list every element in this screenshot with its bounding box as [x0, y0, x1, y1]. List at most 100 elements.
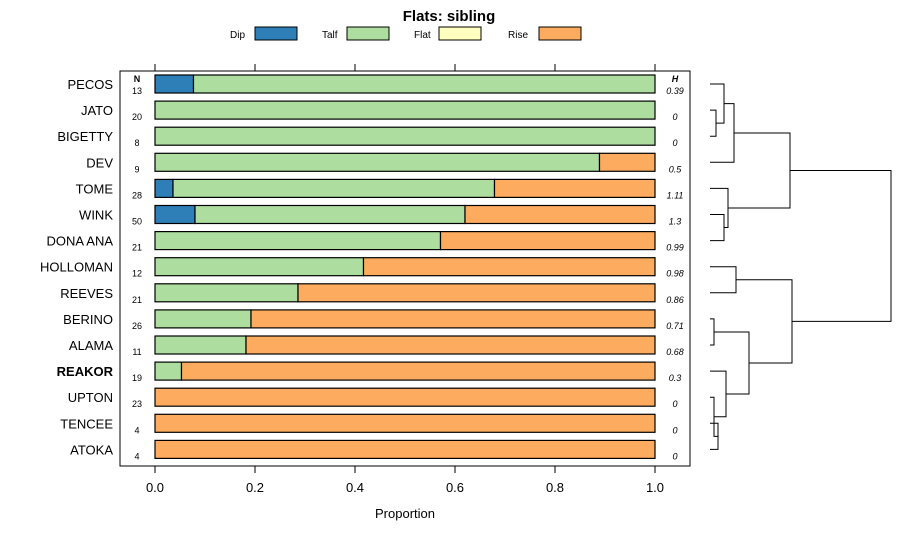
- bar-segment-rise: [180, 361, 656, 381]
- bar-segment-rise: [297, 283, 656, 303]
- bar-segment-talf: [154, 126, 656, 146]
- h-value: 0: [672, 425, 677, 435]
- n-value: 19: [132, 373, 142, 383]
- dendrogram-branch: [714, 331, 750, 395]
- h-value: 0: [672, 138, 677, 148]
- plot-panel: [119, 70, 691, 467]
- bar-row: PECOS 13 0.39: [67, 74, 684, 96]
- bar-row: REAKOR 19 0.3: [57, 361, 682, 383]
- legend-label: Flat: [414, 30, 431, 41]
- x-tick-label: 0.4: [346, 480, 364, 495]
- dendrogram-branch: [710, 318, 715, 346]
- bar-segment-talf: [172, 178, 496, 198]
- bar-row: DEV 9 0.5: [86, 152, 683, 174]
- n-value: 21: [132, 243, 142, 253]
- legend-label: Dip: [230, 30, 245, 41]
- bar-row: ALAMA 11 0.68: [69, 335, 684, 357]
- bar-segment-rise: [362, 257, 656, 277]
- x-axis-label: Proportion: [375, 506, 435, 521]
- category-label: DEV: [86, 155, 113, 170]
- h-value: 0.86: [666, 295, 684, 305]
- bar-segment-talf: [154, 309, 252, 329]
- dendrogram-branch: [710, 109, 717, 137]
- category-label: TENCEE: [60, 416, 113, 431]
- n-value: 26: [132, 321, 142, 331]
- category-label: WINK: [79, 208, 113, 223]
- bar-segment-talf: [154, 335, 247, 355]
- h-value: 0.5: [669, 164, 683, 174]
- n-value: 8: [134, 138, 139, 148]
- bar-segment-talf: [154, 361, 183, 381]
- category-label: ATOKA: [70, 442, 113, 457]
- h-value: 0: [672, 451, 677, 461]
- n-column-header: N: [134, 74, 141, 84]
- bar-segment-rise: [439, 231, 656, 251]
- n-value: 13: [132, 86, 142, 96]
- bar-segment-rise: [154, 413, 656, 433]
- bar-segment-rise: [464, 204, 656, 225]
- n-value: 11: [132, 347, 141, 357]
- dendrogram-branch: [710, 266, 737, 294]
- n-value: 9: [134, 164, 139, 174]
- bar-segment-talf: [192, 74, 656, 94]
- bar-row: BERINO 26 0.71: [63, 309, 684, 331]
- n-value: 50: [132, 217, 142, 227]
- category-label: PECOS: [67, 77, 113, 92]
- n-value: 20: [132, 112, 142, 122]
- n-value: 12: [132, 269, 142, 279]
- category-label: BIGETTY: [57, 129, 113, 144]
- bar-segment-rise: [250, 309, 656, 329]
- h-value: 0.39: [666, 86, 684, 96]
- h-column-header: H: [672, 74, 679, 84]
- dendrogram-branch: [710, 187, 729, 229]
- n-value: 4: [134, 451, 139, 461]
- bar-row: JATO 20 0: [81, 100, 678, 122]
- n-value: 4: [134, 425, 139, 435]
- legend-swatch: [254, 26, 298, 41]
- bar-segment-talf: [154, 257, 365, 277]
- bar-segment-talf: [154, 152, 601, 172]
- x-tick-label: 1.0: [646, 480, 664, 495]
- bar-segment-rise: [154, 439, 656, 459]
- x-tick-label: 0.0: [146, 480, 164, 495]
- bar-row: TOME 28 1.11: [76, 178, 683, 200]
- bar-row: DONA ANA 21 0.99: [47, 231, 684, 253]
- chart-title: Flats: sibling: [403, 8, 496, 25]
- top-axis-ticks: [154, 64, 656, 71]
- h-value: 0: [672, 399, 677, 409]
- bar-segment-rise: [493, 178, 656, 198]
- bar-segment-rise: [154, 387, 656, 407]
- category-label: REAKOR: [57, 364, 114, 379]
- category-label: JATO: [81, 103, 113, 118]
- legend: Dip Talf Flat Rise: [230, 26, 582, 41]
- h-value: 0.3: [669, 373, 682, 383]
- bar-row: UPTON 23 0: [68, 387, 678, 409]
- category-label: HOLLOMAN: [40, 260, 113, 275]
- bar-segment-talf: [194, 204, 466, 225]
- dendrogram-branch: [710, 214, 725, 242]
- bar-row: TENCEE 4 0: [60, 413, 678, 435]
- bar-row: BIGETTY 8 0: [57, 126, 678, 148]
- bar-segment-talf: [154, 100, 656, 120]
- x-axis: 0.0 0.2 0.4 0.6 0.8 1.0: [146, 466, 664, 495]
- bar-row: REEVES 21 0.86: [60, 283, 684, 305]
- bar-rows: PECOS 13 0.39 JATO 20 0 BIGETTY 8 0 DEV 9 0.5 TOME 28…: [40, 74, 684, 461]
- bar-segment-rise: [245, 335, 656, 355]
- h-value: 0.98: [666, 269, 684, 279]
- bar-segment-dip: [154, 178, 174, 198]
- category-label: TOME: [76, 181, 114, 196]
- legend-swatch: [538, 26, 582, 41]
- h-value: 0: [672, 112, 677, 122]
- bar-segment-talf: [154, 231, 442, 251]
- bar-segment-dip: [154, 74, 195, 94]
- legend-swatch: [346, 26, 390, 41]
- legend-label: Rise: [508, 30, 528, 41]
- category-label: ALAMA: [69, 338, 113, 353]
- x-tick-label: 0.8: [546, 480, 564, 495]
- legend-label: Talf: [322, 30, 338, 41]
- h-value: 0.68: [666, 347, 684, 357]
- n-value: 23: [132, 399, 142, 409]
- n-value: 28: [132, 190, 142, 200]
